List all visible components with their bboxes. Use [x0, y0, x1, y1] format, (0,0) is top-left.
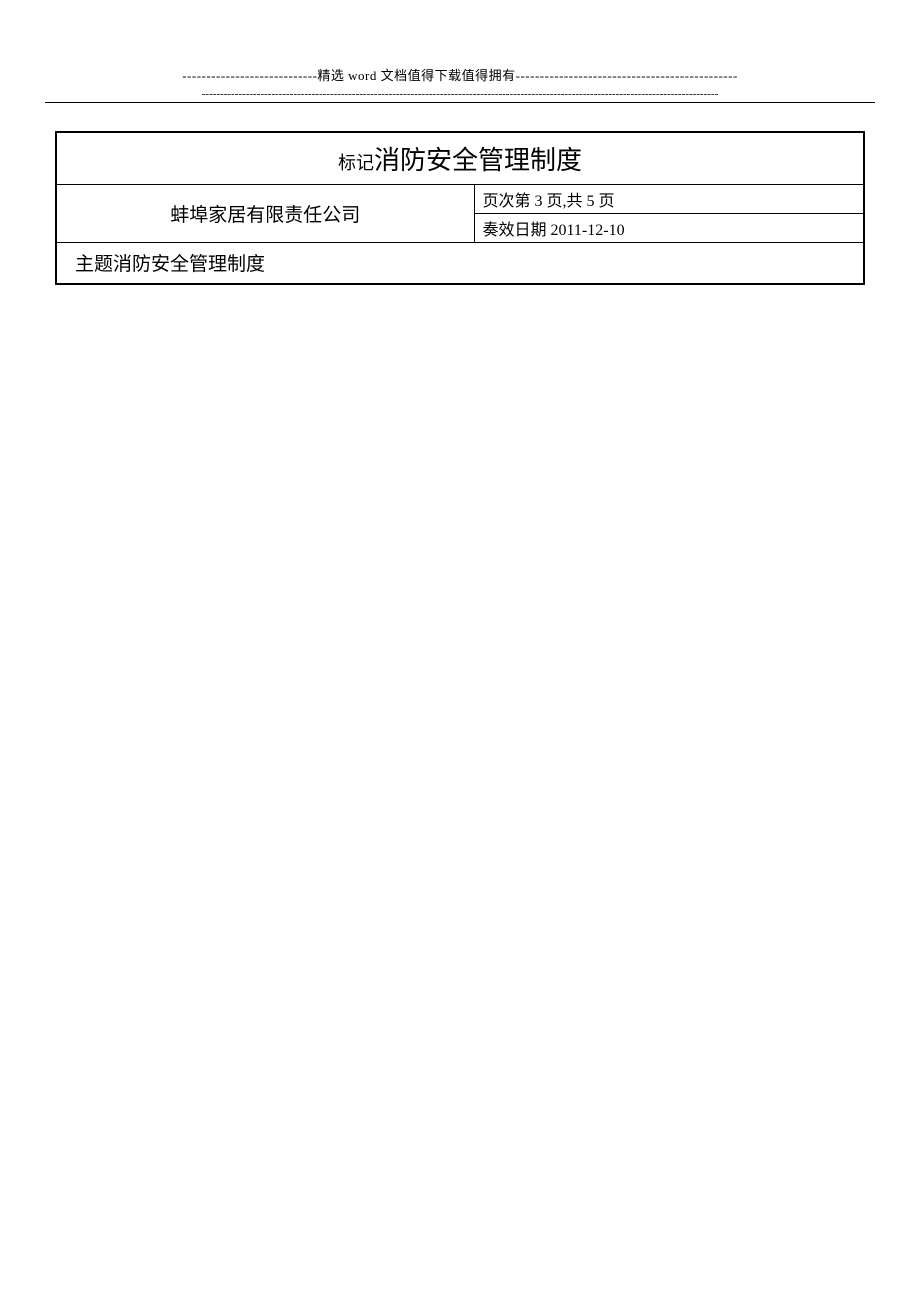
document-header-table: 标记消防安全管理制度 蚌埠家居有限责任公司 页次第 3 页,共 5 页 奏效日期…	[55, 131, 865, 285]
title-label: 标记	[338, 153, 374, 173]
effective-label: 奏效日期	[483, 222, 547, 239]
header-dashes: ----------------------------------------…	[0, 88, 920, 100]
header-divider	[45, 102, 875, 103]
page-value: 第 3 页,共 5 页	[515, 193, 615, 210]
title-main: 消防安全管理制度	[374, 146, 582, 175]
page-label: 页次	[483, 193, 515, 210]
subject-cell: 主题消防安全管理制度	[56, 242, 864, 284]
subject-row: 主题消防安全管理制度	[56, 242, 864, 284]
company-cell: 蚌埠家居有限责任公司	[56, 184, 474, 242]
info-row-1: 蚌埠家居有限责任公司 页次第 3 页,共 5 页	[56, 184, 864, 213]
subject-label: 主题	[75, 254, 113, 275]
header-watermark: ----------------------------精选 word 文档值得…	[0, 0, 920, 84]
effective-value: 2011-12-10	[551, 222, 625, 239]
title-cell: 标记消防安全管理制度	[56, 132, 864, 184]
page-cell: 页次第 3 页,共 5 页	[474, 184, 864, 213]
effective-date-cell: 奏效日期 2011-12-10	[474, 213, 864, 242]
title-row: 标记消防安全管理制度	[56, 132, 864, 184]
subject-value: 消防安全管理制度	[113, 254, 265, 275]
